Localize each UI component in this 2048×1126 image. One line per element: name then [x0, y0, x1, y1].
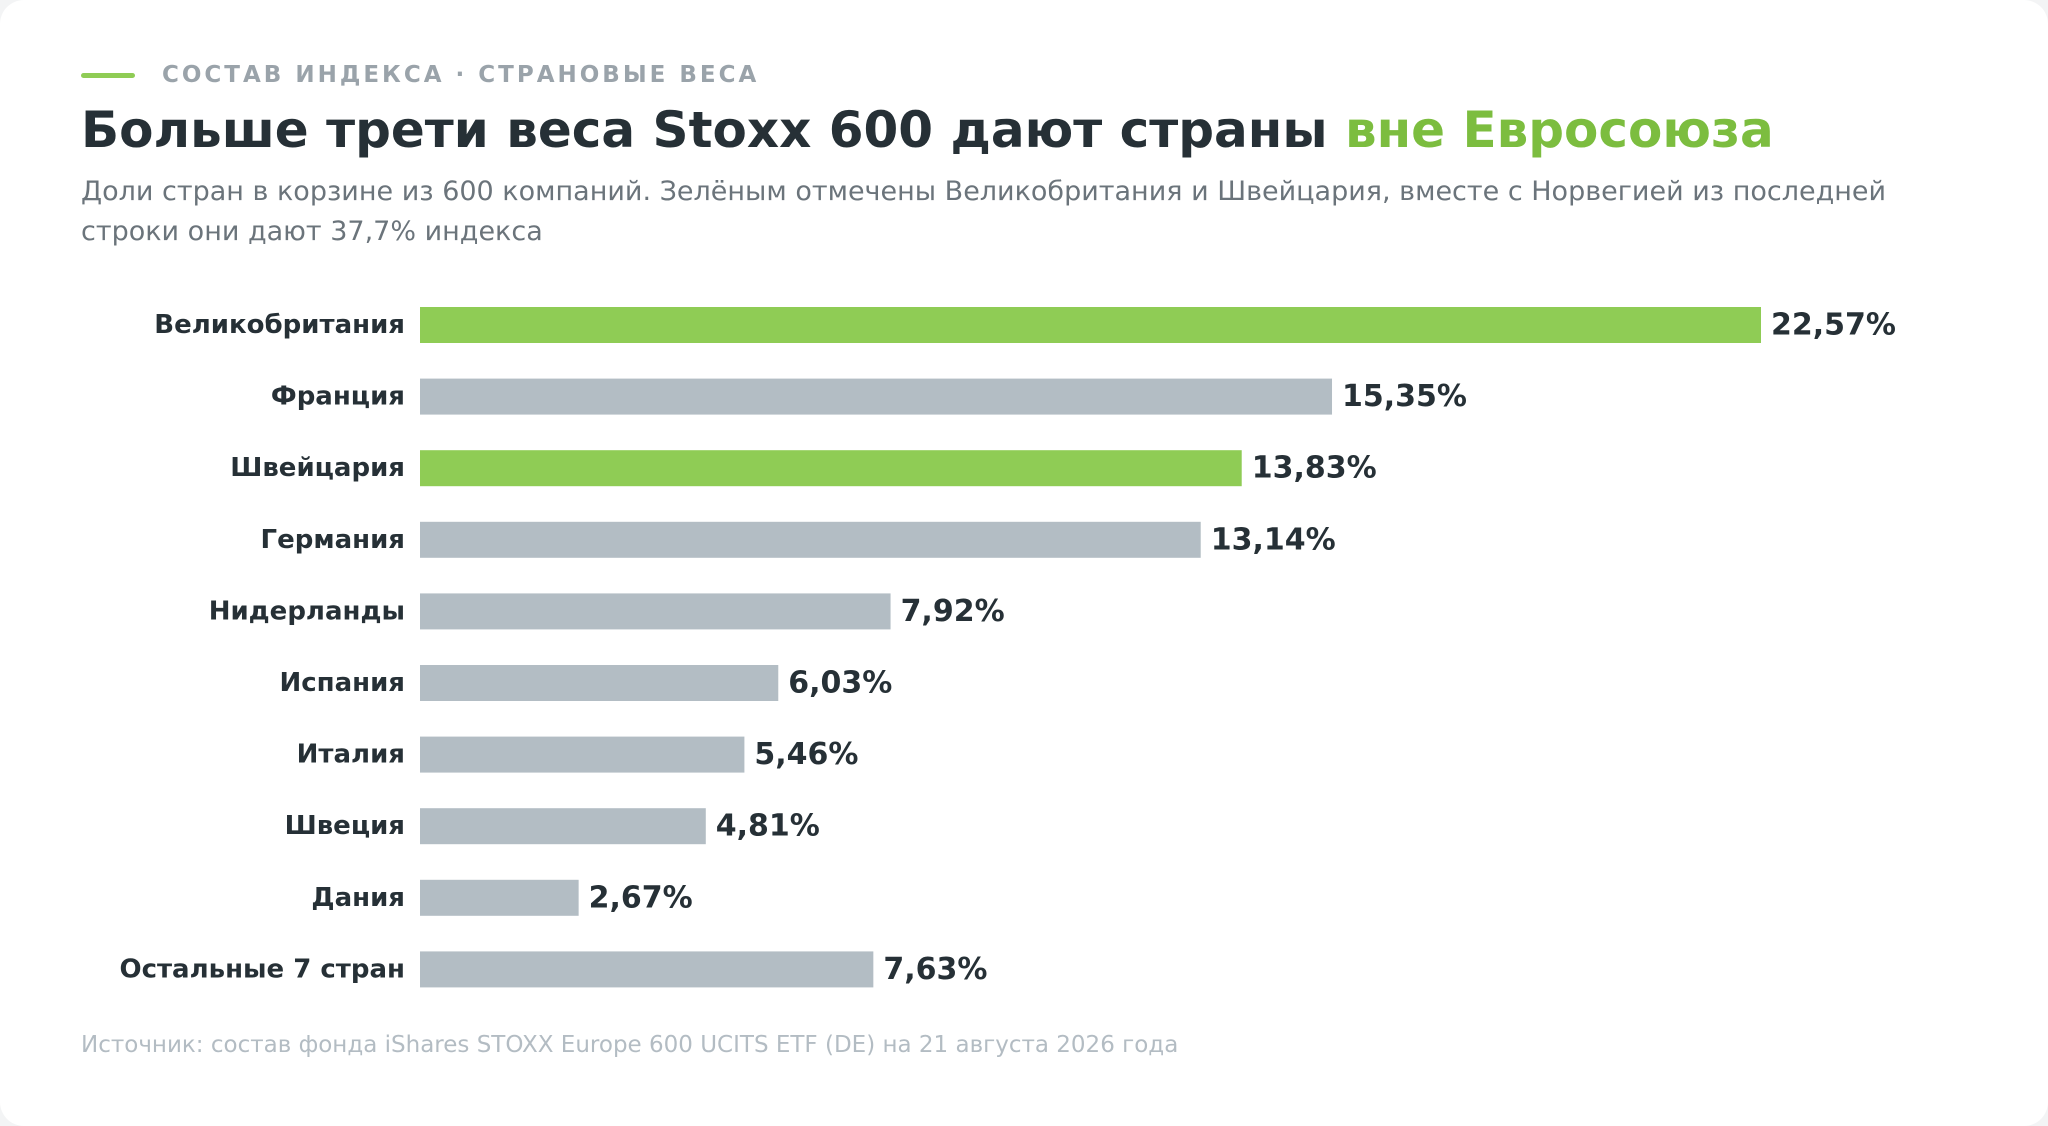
category-label: Швеция [285, 811, 405, 841]
eyebrow-text: СОСТАВ ИНДЕКСА · СТРАНОВЫЕ ВЕСА [162, 62, 760, 88]
value-label: 13,83% [1252, 451, 1377, 486]
title-main: Больше трети веса Stoxx 600 дают страны [81, 101, 1345, 159]
bar [420, 736, 745, 773]
eyebrow: СОСТАВ ИНДЕКСА · СТРАНОВЫЕ ВЕСА [81, 60, 759, 90]
category-label: Остальные 7 стран [119, 954, 405, 984]
category-label: Великобритания [154, 310, 405, 340]
category-label: Швейцария [230, 453, 405, 483]
bar [420, 593, 891, 630]
category-label: Италия [297, 740, 405, 770]
bar [420, 665, 779, 701]
eyebrow-accent-line [81, 72, 135, 78]
value-label: 22,57% [1771, 308, 1896, 343]
page-title: Больше трети веса Stoxx 600 дают страны … [81, 98, 1774, 162]
bar [420, 879, 579, 916]
value-label: 7,63% [883, 952, 987, 987]
bar-highlighted [420, 450, 1242, 487]
value-label: 4,81% [716, 809, 820, 844]
bar [420, 808, 706, 845]
value-label: 7,92% [901, 594, 1005, 629]
bar [420, 521, 1201, 558]
value-label: 6,03% [788, 666, 892, 701]
title-accent: вне Евросоюза [1344, 101, 1774, 159]
category-label: Германия [261, 525, 406, 555]
category-label: Нидерланды [209, 596, 405, 626]
bar [420, 378, 1333, 415]
chart-subtitle: Доли стран в корзине из 600 компаний. Зе… [81, 176, 1887, 247]
bar [420, 951, 874, 988]
bar-highlighted [420, 307, 1761, 343]
value-label: 13,14% [1211, 522, 1336, 557]
bar-chart: Великобритания 22,57% Франция 15,35% Швейцар… [119, 307, 1896, 988]
value-label: 2,67% [589, 880, 693, 915]
value-label: 5,46% [754, 737, 858, 772]
value-label: 15,35% [1342, 379, 1467, 414]
category-label: Испания [279, 668, 405, 698]
category-label: Дания [311, 883, 405, 913]
source-note: Источник: состав фонда iShares STOXX Eur… [81, 1032, 1179, 1058]
category-label: Франция [271, 382, 405, 412]
